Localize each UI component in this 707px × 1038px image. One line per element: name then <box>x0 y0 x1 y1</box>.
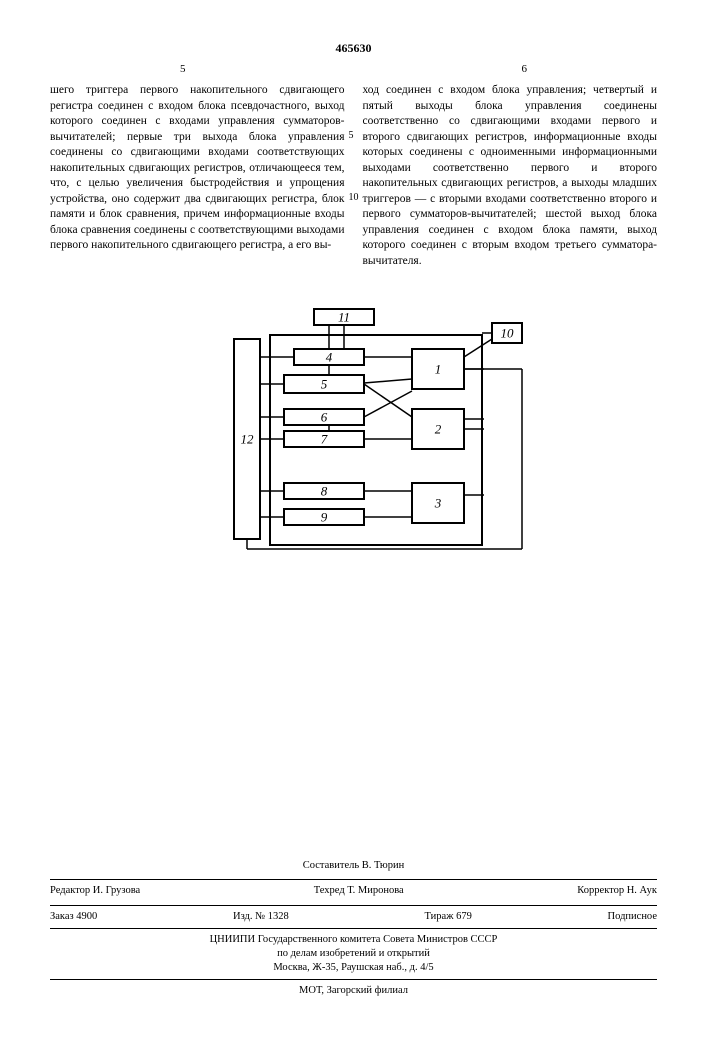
addr: Москва, Ж-35, Раушская наб., д. 4/5 <box>50 961 657 975</box>
order: Заказ 4900 <box>50 910 97 924</box>
svg-text:9: 9 <box>320 510 327 525</box>
right-text: ход соединен с входом блока управления; … <box>363 84 658 267</box>
credits-row: Редактор И. Грузова Техред Т. Миронова К… <box>50 879 657 898</box>
corrector: Корректор Н. Аук <box>577 884 657 898</box>
right-column: 5 10 ход соединен с входом блока управле… <box>363 83 658 269</box>
svg-text:6: 6 <box>320 410 327 425</box>
editor: Редактор И. Грузова <box>50 884 140 898</box>
bottom-line: МОТ, Загорский филиал <box>50 979 657 998</box>
inst-line2: по делам изобретений и открытий <box>50 947 657 961</box>
line-number-5: 5 <box>349 129 354 143</box>
svg-text:7: 7 <box>320 432 327 447</box>
tirage: Тираж 679 <box>425 910 472 924</box>
svg-text:1: 1 <box>434 362 441 377</box>
page-left: 5 <box>180 62 186 77</box>
svg-text:3: 3 <box>433 496 441 511</box>
composer: Составитель В. Тюрин <box>50 859 657 873</box>
svg-text:2: 2 <box>434 422 441 437</box>
page-numbers: 5 6 <box>180 62 527 77</box>
text-columns: шего триггера первого накопительного сдв… <box>50 83 657 269</box>
svg-text:12: 12 <box>240 432 254 447</box>
block-diagram: 111045671289312 <box>184 299 524 599</box>
svg-text:5: 5 <box>320 377 327 392</box>
inst-line1: ЦНИИПИ Государственного комитета Совета … <box>50 933 657 947</box>
line-number-10: 10 <box>349 191 359 205</box>
left-column: шего триггера первого накопительного сдв… <box>50 83 345 269</box>
page-right: 6 <box>522 62 528 77</box>
signed: Подписное <box>608 910 657 924</box>
svg-text:4: 4 <box>325 350 332 365</box>
svg-text:10: 10 <box>500 326 514 341</box>
tech: Техред Т. Миронова <box>314 884 404 898</box>
order-row: Заказ 4900 Изд. № 1328 Тираж 679 Подписн… <box>50 905 657 924</box>
svg-text:11: 11 <box>337 310 349 325</box>
institution: ЦНИИПИ Государственного комитета Совета … <box>50 928 657 976</box>
svg-text:8: 8 <box>320 484 327 499</box>
footer: Составитель В. Тюрин Редактор И. Грузова… <box>50 859 657 998</box>
patent-number: 465630 <box>50 40 657 56</box>
izd: Изд. № 1328 <box>233 910 289 924</box>
